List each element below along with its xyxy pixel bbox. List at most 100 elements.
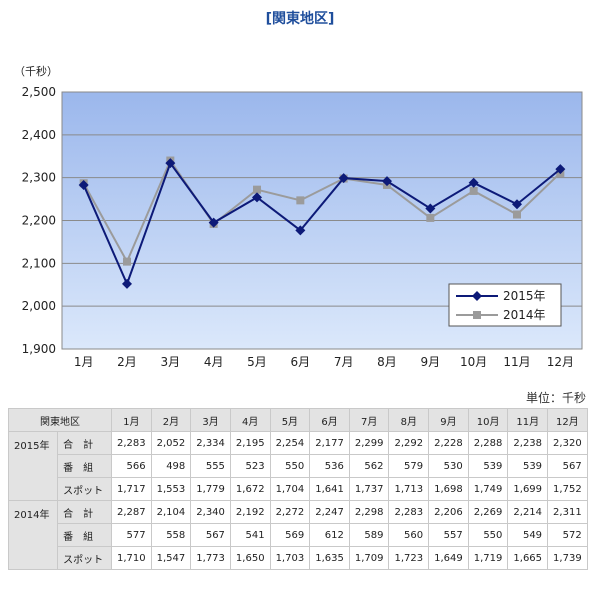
x-tick-label: 2月 [117,355,137,369]
table-cell: 1,704 [269,477,311,501]
gridlines [62,134,582,307]
data-point [555,164,566,175]
table-cell: 1,779 [190,477,231,501]
table-cell: 2,247 [309,500,350,524]
y-tick-label: 2,300 [22,171,56,185]
table-cell: 550 [269,454,311,478]
table-cell: 550 [467,523,509,547]
table-row: 番 組 566 498 555 523 550 536 562 579 530 539 539 567 [9,454,588,478]
table-cell: 1,717 [111,477,152,501]
table-cell: 567 [190,523,231,547]
table-header: 関東地区 1月 2月 3月 4月 5月 6月 7月 8月 9月 10月 11月 12月 [8,408,588,432]
x-tick-label: 10月 [460,355,487,369]
table-cell: 2,228 [428,431,469,455]
table-row-label: 番 組 [57,523,112,547]
table-cell: 1,672 [229,477,271,501]
table-cell: 2,192 [229,500,271,524]
table-cell: 558 [150,523,192,547]
table-row: 2014年合 計 2,287 2,104 2,340 2,192 2,272 2,247 2,… [7,500,588,570]
table-cell: 567 [547,454,588,478]
y-tick-label: 1,900 [22,342,56,356]
legend: 2015年 2014年 [448,283,562,327]
legend-label-2015: 2015年 [503,289,546,303]
x-tick-label: 8月 [377,355,397,369]
table-cell: 1,719 [467,546,509,570]
table-cell: 1,547 [150,546,192,570]
table-cell: 2,214 [507,500,549,524]
table-cell: 579 [388,454,430,478]
table-cell: 1,739 [547,546,588,570]
chart-title: [関東地区] [265,11,335,27]
table-year-cell: 2015年 [7,431,59,501]
table-cell: 562 [348,454,390,478]
table-row: 番 組 577 558 567 541 569 612 589 560 557 550 549 572 [9,523,588,547]
table-cell: 2,320 [547,431,588,455]
table-cell: 2,238 [507,431,549,455]
y-tick-label: 2,100 [22,256,56,270]
table-row: 2015年合 計 2,283 2,052 2,334 2,195 2,254 2,177 2,… [7,431,588,501]
table-row-label: スポット [57,477,112,501]
table-row: スポット 1,710 1,547 1,773 1,650 1,703 1,635 1,709 1… [9,546,588,570]
data-table: 関東地区 1月 2月 3月 4月 5月 6月 7月 8月 9月 10月 11月 12月 2015年合 計… [7,408,588,570]
table-cell: 2,269 [467,500,509,524]
x-tick-label: 11月 [503,355,530,369]
y-tick-label: 2,500 [22,85,56,99]
data-point [252,192,262,203]
table-cell: 530 [428,454,469,478]
table-cell: 566 [111,454,152,478]
y-unit-label: （千秒） [14,64,58,78]
table-column-header: 2月 [150,408,192,432]
data-point [123,257,131,266]
table-cell: 2,195 [229,431,271,455]
x-tick-label: 1月 [74,355,94,369]
table-cell: 2,052 [150,431,192,455]
table-cell: 1,723 [388,546,430,570]
data-point [425,203,436,214]
table-cell: 2,340 [190,500,231,524]
table-column-header: 11月 [507,408,549,432]
table-row-label: スポット [57,546,112,570]
table-cell: 536 [309,454,350,478]
table-cell: 577 [111,523,152,547]
x-tick-label: 12月 [547,355,574,369]
series-line-2014年 [82,158,562,264]
table-cell: 539 [507,454,549,478]
table-cell: 560 [388,523,430,547]
x-tick-label: 3月 [161,355,181,369]
table-cell: 2,292 [388,431,430,455]
data-point [468,177,479,188]
x-tick-label: 7月 [334,355,354,369]
table-year-cell: 2014年 [7,500,59,570]
table-column-header: 3月 [190,408,231,432]
table-cell: 2,283 [388,500,430,524]
table-cell: 1,710 [111,546,152,570]
table-cell: 1,698 [428,477,469,501]
y-axis-ticks: 1,900 2,000 2,100 2,200 2,300 2,400 2,500 [22,85,56,356]
table-cell: 2,298 [348,500,390,524]
table-cell: 2,272 [269,500,311,524]
data-point [426,213,435,222]
line-chart: （千秒） 1,900 2,000 2,100 2,200 2,300 2,400 2,500… [14,64,583,369]
table-cell: 1,641 [309,477,350,501]
table-cell: 557 [428,523,469,547]
x-tick-label: 6月 [291,355,311,369]
y-tick-label: 2,200 [22,214,56,228]
table-cell: 541 [229,523,271,547]
data-point [165,158,176,169]
table-column-header: 4月 [229,408,271,432]
table-cell: 1,553 [150,477,192,501]
table-cell: 2,299 [348,431,390,455]
data-point [382,176,392,187]
table-column-header: 10月 [467,408,509,432]
series-group [78,156,566,289]
x-tick-label: 9月 [421,355,441,369]
table-cell: 2,311 [547,500,588,524]
table-column-header: 7月 [348,408,390,432]
series-line-2015年 [82,160,561,287]
data-point [469,186,478,195]
data-point [208,217,219,228]
legend-marker-square-icon [473,311,481,319]
x-tick-label: 4月 [204,355,224,369]
table-cell: 1,737 [348,477,390,501]
table-cell: 1,713 [388,477,430,501]
